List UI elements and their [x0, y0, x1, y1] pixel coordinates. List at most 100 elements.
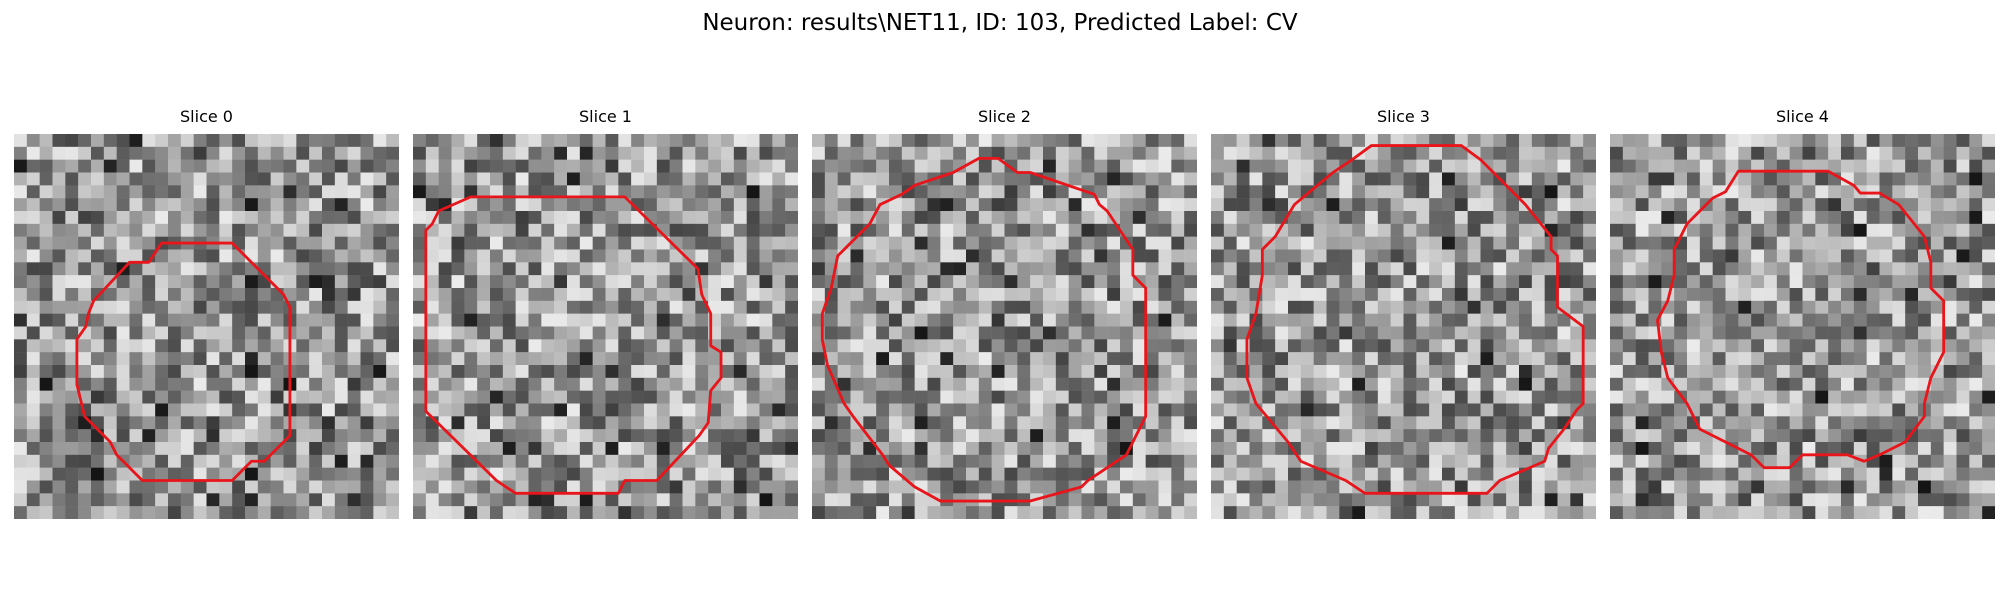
image-pixel — [991, 236, 1005, 250]
image-pixel — [1365, 467, 1379, 481]
image-pixel — [296, 262, 310, 276]
image-pixel — [129, 313, 143, 327]
image-pixel — [1339, 185, 1353, 199]
image-pixel — [1570, 416, 1584, 430]
image-pixel — [1467, 442, 1481, 456]
image-pixel — [1288, 159, 1302, 173]
image-pixel — [39, 172, 53, 186]
image-pixel — [386, 326, 399, 340]
image-pixel — [1403, 288, 1417, 302]
image-pixel — [206, 134, 220, 148]
image-pixel — [876, 326, 890, 340]
image-pixel — [1956, 313, 1970, 327]
image-pixel — [1943, 352, 1957, 366]
image-pixel — [1853, 249, 1867, 263]
image-pixel — [1107, 300, 1121, 314]
image-pixel — [438, 506, 452, 519]
image-pixel — [605, 223, 619, 237]
image-pixel — [1236, 442, 1250, 456]
image-pixel — [721, 313, 735, 327]
image-pixel — [567, 416, 581, 430]
image-pixel — [1866, 236, 1880, 250]
image-pixel — [889, 172, 903, 186]
image-pixel — [1519, 339, 1533, 353]
image-pixel — [1120, 185, 1134, 199]
image-pixel — [914, 185, 928, 199]
image-pixel — [1557, 146, 1571, 160]
image-pixel — [1288, 262, 1302, 276]
image-pixel — [451, 236, 465, 250]
image-pixel — [1262, 249, 1276, 263]
image-pixel — [579, 159, 593, 173]
image-pixel — [1145, 159, 1159, 173]
image-pixel — [528, 288, 542, 302]
image-pixel — [360, 146, 374, 160]
image-pixel — [1043, 288, 1057, 302]
image-pixel — [1506, 223, 1520, 237]
image-pixel — [65, 236, 79, 250]
image-pixel — [347, 185, 361, 199]
image-pixel — [1352, 442, 1366, 456]
image-pixel — [386, 403, 399, 417]
image-pixel — [1429, 262, 1443, 276]
image-pixel — [193, 275, 207, 289]
image-pixel — [1853, 198, 1867, 212]
image-pixel — [1544, 480, 1558, 494]
image-pixel — [1403, 416, 1417, 430]
image-pixel — [528, 352, 542, 366]
image-pixel — [1030, 326, 1044, 340]
image-pixel — [270, 326, 284, 340]
image-pixel — [746, 506, 760, 519]
image-pixel — [65, 467, 79, 481]
image-pixel — [1802, 211, 1816, 225]
image-pixel — [373, 442, 387, 456]
image-pixel — [644, 313, 658, 327]
image-pixel — [682, 403, 696, 417]
image-pixel — [682, 480, 696, 494]
image-pixel — [1841, 249, 1855, 263]
image-pixel — [347, 262, 361, 276]
image-pixel — [1570, 262, 1584, 276]
image-pixel — [91, 275, 105, 289]
image-pixel — [876, 416, 890, 430]
image-pixel — [592, 442, 606, 456]
image-pixel — [579, 236, 593, 250]
image-pixel — [1236, 172, 1250, 186]
image-pixel — [1043, 339, 1057, 353]
image-pixel — [1107, 442, 1121, 456]
image-pixel — [1776, 390, 1790, 404]
image-pixel — [1429, 146, 1443, 160]
image-pixel — [721, 467, 735, 481]
image-pixel — [1635, 352, 1649, 366]
image-pixel — [631, 365, 645, 379]
image-pixel — [1120, 300, 1134, 314]
image-pixel — [52, 429, 66, 443]
image-pixel — [1326, 223, 1340, 237]
image-pixel — [1120, 249, 1134, 263]
image-pixel — [1365, 159, 1379, 173]
image-pixel — [631, 467, 645, 481]
image-pixel — [1145, 442, 1159, 456]
image-pixel — [155, 429, 169, 443]
image-pixel — [682, 146, 696, 160]
image-pixel — [1132, 403, 1146, 417]
image-pixel — [1377, 493, 1391, 507]
image-pixel — [219, 442, 233, 456]
image-pixel — [1531, 288, 1545, 302]
image-pixel — [1738, 313, 1752, 327]
image-pixel — [1802, 352, 1816, 366]
image-pixel — [1725, 365, 1739, 379]
image-pixel — [425, 454, 439, 468]
image-pixel — [966, 454, 980, 468]
image-pixel — [927, 288, 941, 302]
image-pixel — [1841, 185, 1855, 199]
image-pixel — [1506, 454, 1520, 468]
image-pixel — [1107, 249, 1121, 263]
image-pixel — [373, 454, 387, 468]
image-pixel — [1531, 275, 1545, 289]
image-pixel — [746, 480, 760, 494]
image-pixel — [1815, 429, 1829, 443]
image-pixel — [940, 313, 954, 327]
image-pixel — [1544, 365, 1558, 379]
image-pixel — [1969, 249, 1983, 263]
